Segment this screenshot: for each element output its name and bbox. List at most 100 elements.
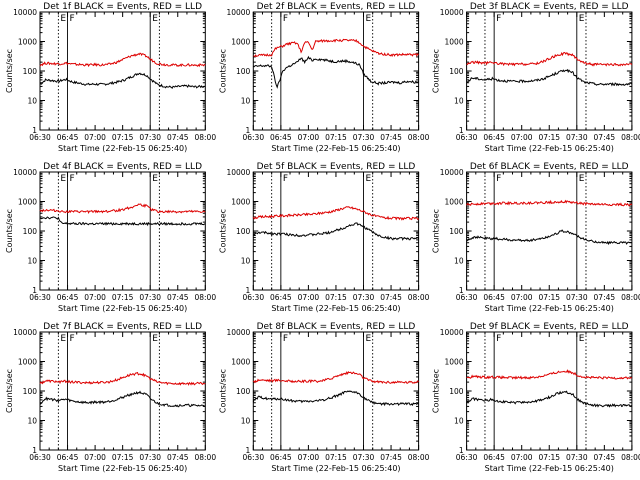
y-tick-label: 1 — [32, 126, 37, 135]
x-tick-label: 07:15 — [538, 133, 560, 142]
y-axis-label: Counts/sec — [218, 49, 227, 93]
time-marker-label: E — [366, 334, 372, 344]
plot-frame — [466, 331, 633, 451]
y-tick-label: 1000 — [231, 358, 250, 367]
x-tick-label: 07:30 — [353, 453, 375, 462]
x-tick-label: 07:00 — [84, 293, 106, 302]
series-line-lld — [466, 199, 633, 207]
y-tick-label: 10 — [27, 417, 37, 426]
y-axis-label: Counts/sec — [218, 369, 227, 413]
time-marker-label: E — [366, 174, 372, 184]
y-tick-label: 1000 — [231, 38, 250, 47]
y-tick-label: 10000 — [226, 328, 250, 337]
x-tick-label: 07:00 — [84, 453, 106, 462]
y-tick-label: 10 — [241, 97, 251, 106]
plot-frame — [39, 171, 206, 291]
time-marker-label: E — [60, 334, 66, 344]
y-tick-label: 1000 — [231, 198, 250, 207]
y-tick-label: 10000 — [226, 168, 250, 177]
x-tick-label: 07:45 — [594, 293, 616, 302]
x-tick-label: 06:30 — [456, 133, 478, 142]
series-line-events — [466, 390, 632, 408]
chart-title: Det 5f BLACK = Events, RED = LLD — [257, 162, 416, 172]
x-tick-label: 07:30 — [566, 133, 588, 142]
y-tick-label: 10000 — [13, 8, 37, 17]
x-tick-label: 07:15 — [325, 293, 347, 302]
y-tick-label: 10 — [454, 97, 464, 106]
x-tick-label: 06:45 — [270, 133, 292, 142]
x-tick-label: 07:45 — [380, 133, 402, 142]
y-tick-label: 100 — [449, 67, 464, 76]
plot-frame — [466, 171, 633, 291]
y-tick-label: 10 — [454, 417, 464, 426]
x-tick-label: 07:45 — [380, 293, 402, 302]
y-tick-label: 100 — [236, 387, 251, 396]
series-line-events — [253, 222, 419, 241]
time-marker-label: E — [579, 14, 585, 24]
x-tick-label: 06:30 — [242, 293, 264, 302]
x-tick-label: 07:15 — [112, 133, 134, 142]
time-marker-label: E — [152, 174, 158, 184]
x-tick-label: 07:45 — [380, 453, 402, 462]
x-tick-label: 08:00 — [621, 133, 640, 142]
y-tick-label: 100 — [449, 227, 464, 236]
x-tick-label: 07:00 — [298, 293, 320, 302]
x-axis-label: Start Time (22-Feb-15 06:25:40) — [58, 304, 187, 313]
x-tick-label: 07:45 — [594, 133, 616, 142]
x-tick-label: 07:00 — [511, 293, 533, 302]
y-tick-label: 1000 — [445, 358, 464, 367]
x-tick-label: 07:30 — [353, 293, 375, 302]
x-tick-label: 08:00 — [621, 453, 640, 462]
x-tick-label: 06:45 — [270, 293, 292, 302]
y-tick-label: 1 — [32, 286, 37, 295]
x-tick-label: 07:30 — [566, 293, 588, 302]
series-line-lld — [252, 206, 419, 221]
x-tick-label: 08:00 — [408, 453, 430, 462]
x-tick-label: 07:45 — [594, 453, 616, 462]
x-tick-label: 07:30 — [139, 133, 161, 142]
time-marker-label: F — [70, 174, 75, 184]
y-tick-label: 100 — [23, 387, 38, 396]
y-tick-label: 1000 — [445, 38, 464, 47]
y-tick-label: 10000 — [440, 328, 464, 337]
y-tick-label: 10 — [27, 97, 37, 106]
x-tick-label: 06:45 — [57, 453, 79, 462]
x-tick-label: 06:30 — [29, 133, 51, 142]
time-marker-label: F — [496, 174, 501, 184]
x-tick-label: 06:30 — [242, 453, 264, 462]
x-axis-label: Start Time (22-Feb-15 06:25:40) — [485, 144, 614, 153]
series-line-lld — [39, 52, 206, 68]
y-tick-label: 10000 — [440, 8, 464, 17]
time-marker-label: F — [70, 14, 75, 24]
y-tick-label: 10000 — [13, 328, 37, 337]
y-tick-label: 100 — [23, 67, 38, 76]
plot-frame — [252, 11, 420, 131]
series-line-events — [252, 390, 419, 407]
chart-panel: Det 3f BLACK = Events, RED = LLD 1 10 100 10… — [432, 2, 640, 153]
x-tick-label: 08:00 — [408, 293, 430, 302]
y-axis-label: Counts/sec — [432, 369, 441, 413]
x-axis-label: Start Time (22-Feb-15 06:25:40) — [271, 144, 400, 153]
x-tick-label: 06:45 — [57, 133, 79, 142]
x-tick-label: 07:30 — [566, 453, 588, 462]
y-tick-label: 1 — [246, 126, 251, 135]
time-marker-label: F — [70, 334, 75, 344]
chart-title: Det 7f BLACK = Events, RED = LLD — [43, 322, 202, 332]
y-axis-label: Counts/sec — [5, 369, 14, 413]
y-tick-label: 100 — [23, 227, 38, 236]
x-tick-label: 07:15 — [538, 453, 560, 462]
time-marker-label: F — [283, 174, 288, 184]
series-line-events — [466, 229, 633, 246]
x-tick-label: 08:00 — [194, 293, 216, 302]
chart-panel: Det 7f BLACK = Events, RED = LLD 1 10 100 10… — [5, 322, 216, 473]
plot-frame — [39, 11, 206, 131]
series-line-events — [39, 216, 206, 227]
x-tick-label: 06:30 — [242, 133, 264, 142]
chart-panel: Det 2f BLACK = Events, RED = LLD 1 10 100 10… — [218, 2, 429, 153]
y-axis-label: Counts/sec — [432, 49, 441, 93]
y-tick-label: 10000 — [226, 8, 250, 17]
x-tick-label: 06:30 — [456, 453, 478, 462]
x-tick-label: 06:30 — [456, 293, 478, 302]
x-tick-label: 07:15 — [325, 133, 347, 142]
x-axis-label: Start Time (22-Feb-15 06:25:40) — [58, 144, 187, 153]
